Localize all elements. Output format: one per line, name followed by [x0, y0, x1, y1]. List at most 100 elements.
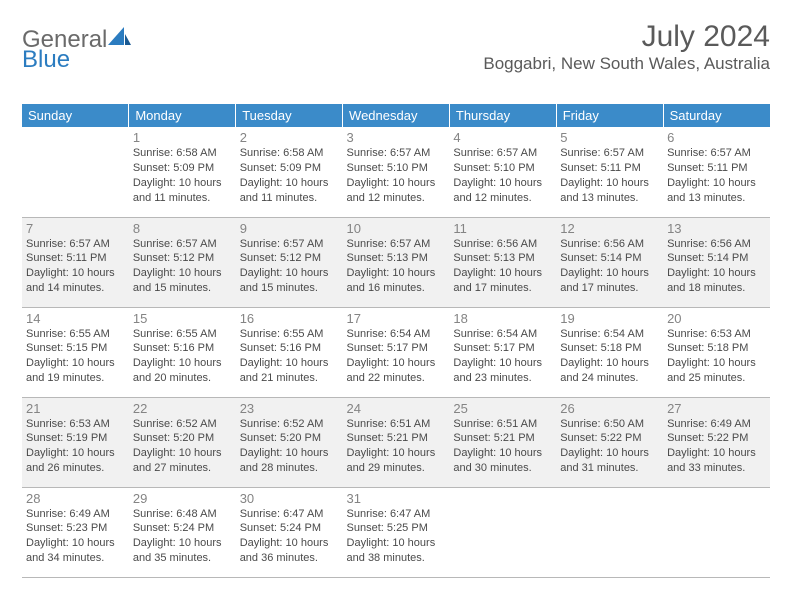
- weekday-header: Wednesday: [343, 104, 450, 127]
- calendar-day-cell: 19Sunrise: 6:54 AMSunset: 5:18 PMDayligh…: [556, 307, 663, 397]
- day-info: Sunrise: 6:57 AMSunset: 5:12 PMDaylight:…: [133, 237, 232, 296]
- day-info: Sunrise: 6:56 AMSunset: 5:14 PMDaylight:…: [560, 237, 659, 296]
- calendar-week-row: 14Sunrise: 6:55 AMSunset: 5:15 PMDayligh…: [22, 307, 770, 397]
- day-info: Sunrise: 6:50 AMSunset: 5:22 PMDaylight:…: [560, 417, 659, 476]
- header: General July 2024 Boggabri, New South Wa…: [22, 20, 770, 74]
- calendar-day-cell: 10Sunrise: 6:57 AMSunset: 5:13 PMDayligh…: [343, 217, 450, 307]
- day-info: Sunrise: 6:52 AMSunset: 5:20 PMDaylight:…: [133, 417, 232, 476]
- day-info: Sunrise: 6:54 AMSunset: 5:18 PMDaylight:…: [560, 327, 659, 386]
- day-number: 30: [240, 490, 339, 506]
- day-number: 20: [667, 310, 766, 326]
- calendar-day-cell: 15Sunrise: 6:55 AMSunset: 5:16 PMDayligh…: [129, 307, 236, 397]
- day-info: Sunrise: 6:56 AMSunset: 5:14 PMDaylight:…: [667, 237, 766, 296]
- day-info: Sunrise: 6:54 AMSunset: 5:17 PMDaylight:…: [347, 327, 446, 386]
- day-number: 27: [667, 400, 766, 416]
- calendar-day-cell: 14Sunrise: 6:55 AMSunset: 5:15 PMDayligh…: [22, 307, 129, 397]
- calendar-day-cell: 25Sunrise: 6:51 AMSunset: 5:21 PMDayligh…: [449, 397, 556, 487]
- day-number: 24: [347, 400, 446, 416]
- day-info: Sunrise: 6:55 AMSunset: 5:16 PMDaylight:…: [133, 327, 232, 386]
- calendar-day-cell: [22, 127, 129, 217]
- day-number: 14: [26, 310, 125, 326]
- day-info: Sunrise: 6:52 AMSunset: 5:20 PMDaylight:…: [240, 417, 339, 476]
- calendar-day-cell: 5Sunrise: 6:57 AMSunset: 5:11 PMDaylight…: [556, 127, 663, 217]
- calendar-day-cell: 2Sunrise: 6:58 AMSunset: 5:09 PMDaylight…: [236, 127, 343, 217]
- day-info: Sunrise: 6:58 AMSunset: 5:09 PMDaylight:…: [133, 146, 232, 205]
- day-number: 2: [240, 129, 339, 145]
- day-number: 8: [133, 220, 232, 236]
- day-number: 9: [240, 220, 339, 236]
- weekday-header: Thursday: [449, 104, 556, 127]
- calendar-day-cell: 7Sunrise: 6:57 AMSunset: 5:11 PMDaylight…: [22, 217, 129, 307]
- day-info: Sunrise: 6:57 AMSunset: 5:11 PMDaylight:…: [667, 146, 766, 205]
- day-number: 28: [26, 490, 125, 506]
- calendar-day-cell: 23Sunrise: 6:52 AMSunset: 5:20 PMDayligh…: [236, 397, 343, 487]
- calendar-day-cell: [663, 487, 770, 577]
- day-info: Sunrise: 6:51 AMSunset: 5:21 PMDaylight:…: [453, 417, 552, 476]
- day-info: Sunrise: 6:53 AMSunset: 5:19 PMDaylight:…: [26, 417, 125, 476]
- calendar-day-cell: 22Sunrise: 6:52 AMSunset: 5:20 PMDayligh…: [129, 397, 236, 487]
- calendar-week-row: 7Sunrise: 6:57 AMSunset: 5:11 PMDaylight…: [22, 217, 770, 307]
- day-info: Sunrise: 6:57 AMSunset: 5:10 PMDaylight:…: [453, 146, 552, 205]
- calendar-day-cell: 30Sunrise: 6:47 AMSunset: 5:24 PMDayligh…: [236, 487, 343, 577]
- calendar-day-cell: 16Sunrise: 6:55 AMSunset: 5:16 PMDayligh…: [236, 307, 343, 397]
- day-info: Sunrise: 6:49 AMSunset: 5:23 PMDaylight:…: [26, 507, 125, 566]
- page-title: July 2024: [483, 20, 770, 54]
- day-number: 13: [667, 220, 766, 236]
- title-block: July 2024 Boggabri, New South Wales, Aus…: [483, 20, 770, 74]
- day-number: 21: [26, 400, 125, 416]
- day-number: 29: [133, 490, 232, 506]
- calendar-day-cell: 8Sunrise: 6:57 AMSunset: 5:12 PMDaylight…: [129, 217, 236, 307]
- day-number: 26: [560, 400, 659, 416]
- calendar-day-cell: 31Sunrise: 6:47 AMSunset: 5:25 PMDayligh…: [343, 487, 450, 577]
- calendar-day-cell: 21Sunrise: 6:53 AMSunset: 5:19 PMDayligh…: [22, 397, 129, 487]
- day-number: 12: [560, 220, 659, 236]
- logo-sail-icon: [108, 27, 132, 52]
- day-number: 1: [133, 129, 232, 145]
- calendar-day-cell: 26Sunrise: 6:50 AMSunset: 5:22 PMDayligh…: [556, 397, 663, 487]
- calendar-day-cell: 24Sunrise: 6:51 AMSunset: 5:21 PMDayligh…: [343, 397, 450, 487]
- day-info: Sunrise: 6:58 AMSunset: 5:09 PMDaylight:…: [240, 146, 339, 205]
- day-info: Sunrise: 6:56 AMSunset: 5:13 PMDaylight:…: [453, 237, 552, 296]
- day-number: 31: [347, 490, 446, 506]
- day-number: 16: [240, 310, 339, 326]
- day-info: Sunrise: 6:51 AMSunset: 5:21 PMDaylight:…: [347, 417, 446, 476]
- calendar-day-cell: 9Sunrise: 6:57 AMSunset: 5:12 PMDaylight…: [236, 217, 343, 307]
- calendar-day-cell: 1Sunrise: 6:58 AMSunset: 5:09 PMDaylight…: [129, 127, 236, 217]
- day-number: 25: [453, 400, 552, 416]
- weekday-header: Saturday: [663, 104, 770, 127]
- calendar-day-cell: 6Sunrise: 6:57 AMSunset: 5:11 PMDaylight…: [663, 127, 770, 217]
- calendar-day-cell: 3Sunrise: 6:57 AMSunset: 5:10 PMDaylight…: [343, 127, 450, 217]
- day-info: Sunrise: 6:57 AMSunset: 5:12 PMDaylight:…: [240, 237, 339, 296]
- day-info: Sunrise: 6:57 AMSunset: 5:11 PMDaylight:…: [560, 146, 659, 205]
- logo-subtext: Blue: [22, 46, 70, 74]
- calendar-day-cell: 13Sunrise: 6:56 AMSunset: 5:14 PMDayligh…: [663, 217, 770, 307]
- day-number: 18: [453, 310, 552, 326]
- weekday-header: Tuesday: [236, 104, 343, 127]
- day-number: 5: [560, 129, 659, 145]
- day-info: Sunrise: 6:57 AMSunset: 5:11 PMDaylight:…: [26, 237, 125, 296]
- weekday-header: Monday: [129, 104, 236, 127]
- day-number: 4: [453, 129, 552, 145]
- calendar-day-cell: [449, 487, 556, 577]
- calendar-day-cell: 18Sunrise: 6:54 AMSunset: 5:17 PMDayligh…: [449, 307, 556, 397]
- calendar-day-cell: 12Sunrise: 6:56 AMSunset: 5:14 PMDayligh…: [556, 217, 663, 307]
- day-info: Sunrise: 6:55 AMSunset: 5:15 PMDaylight:…: [26, 327, 125, 386]
- day-number: 3: [347, 129, 446, 145]
- day-info: Sunrise: 6:47 AMSunset: 5:24 PMDaylight:…: [240, 507, 339, 566]
- weekday-header: Friday: [556, 104, 663, 127]
- day-number: 7: [26, 220, 125, 236]
- day-number: 22: [133, 400, 232, 416]
- day-info: Sunrise: 6:48 AMSunset: 5:24 PMDaylight:…: [133, 507, 232, 566]
- calendar-day-cell: 20Sunrise: 6:53 AMSunset: 5:18 PMDayligh…: [663, 307, 770, 397]
- day-number: 19: [560, 310, 659, 326]
- day-number: 6: [667, 129, 766, 145]
- day-number: 10: [347, 220, 446, 236]
- calendar-header-row: SundayMondayTuesdayWednesdayThursdayFrid…: [22, 104, 770, 127]
- calendar-table: SundayMondayTuesdayWednesdayThursdayFrid…: [22, 104, 770, 578]
- calendar-day-cell: [556, 487, 663, 577]
- calendar-week-row: 21Sunrise: 6:53 AMSunset: 5:19 PMDayligh…: [22, 397, 770, 487]
- calendar-day-cell: 17Sunrise: 6:54 AMSunset: 5:17 PMDayligh…: [343, 307, 450, 397]
- day-info: Sunrise: 6:47 AMSunset: 5:25 PMDaylight:…: [347, 507, 446, 566]
- day-info: Sunrise: 6:55 AMSunset: 5:16 PMDaylight:…: [240, 327, 339, 386]
- day-info: Sunrise: 6:57 AMSunset: 5:10 PMDaylight:…: [347, 146, 446, 205]
